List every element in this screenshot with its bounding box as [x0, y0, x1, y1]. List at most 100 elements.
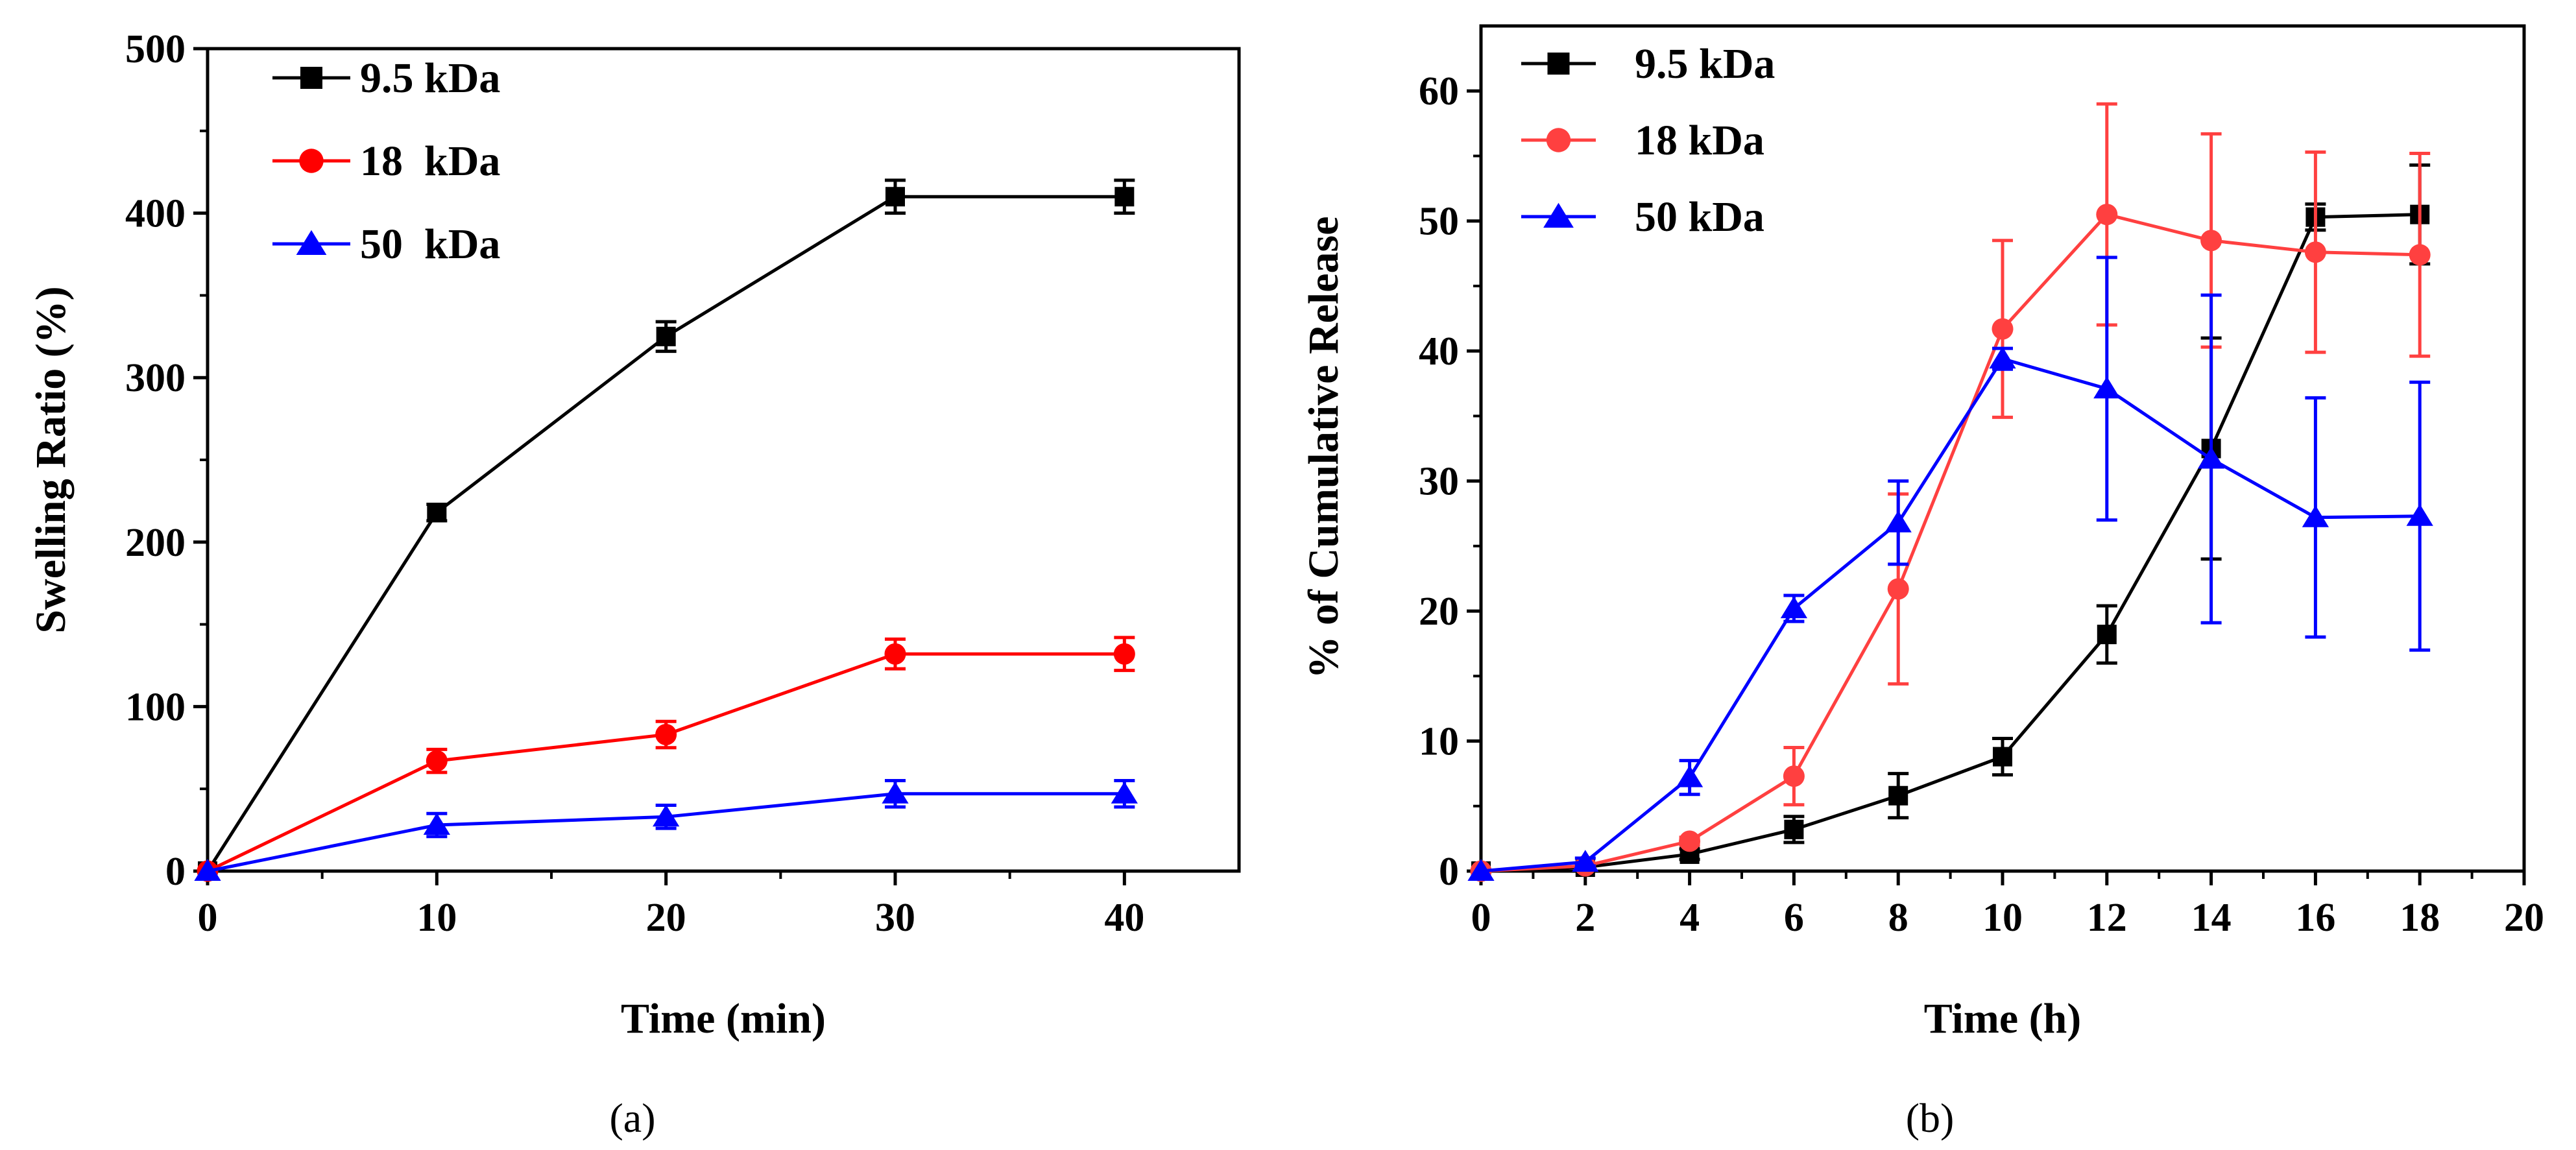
data-point	[1780, 596, 1808, 619]
data-point	[1679, 830, 1701, 852]
legend-label: 9.5 kDa	[360, 54, 500, 102]
data-point	[1676, 765, 1703, 787]
series-group-b	[1467, 102, 2433, 882]
x-tick-label: 12	[2087, 896, 2127, 940]
x-axis-label-b: Time (h)	[1924, 995, 2082, 1042]
x-tick-label: 2	[1575, 896, 1595, 940]
y-axis-label-a: Swelling Ratio (%)	[27, 286, 75, 633]
chart-b: 0 2 4 6 8 10 12 14 16 18 20 0 10 20 30 40 50 60 9.5 kDa 1…	[1300, 24, 2544, 1141]
x-tick-label: 30	[875, 896, 915, 940]
data-point	[1572, 850, 1599, 872]
y-tick-label: 500	[125, 27, 186, 71]
data-point	[1884, 510, 1912, 533]
x-tick-label: 0	[1471, 896, 1491, 940]
y-tick-label: 300	[125, 356, 186, 400]
data-point	[2200, 230, 2222, 252]
y-tick-label: 10	[1419, 720, 1459, 764]
x-tick-label: 10	[416, 896, 457, 940]
y-tick-label: 40	[1419, 329, 1459, 374]
legend-label: 50 kDa	[1635, 193, 1764, 241]
x-tick-label: 10	[1982, 896, 2023, 940]
data-point	[1887, 578, 1909, 600]
data-point	[1113, 643, 1135, 665]
y-ticks-a: 0 100 200 300 400 500	[125, 27, 208, 894]
data-point	[427, 503, 447, 523]
y-axis-label-b: % of Cumulative Release	[1300, 216, 1347, 678]
series-9.5-kda	[1471, 163, 2431, 881]
y-tick-label: 100	[125, 685, 186, 729]
series-50-kda	[194, 779, 1138, 881]
y-tick-label: 20	[1419, 590, 1459, 634]
data-point	[1993, 747, 2012, 767]
data-point	[1888, 785, 1908, 806]
series-line	[1480, 357, 2420, 873]
y-tick-label: 400	[125, 192, 186, 236]
legend-marker	[299, 149, 324, 173]
data-point	[2409, 244, 2431, 266]
legend-label: 18 kDa	[360, 138, 500, 185]
series-line	[206, 652, 1125, 873]
y-ticks-b: 0 10 20 30 40 50 60	[1419, 69, 1481, 894]
data-point	[1784, 819, 1804, 839]
data-point	[885, 187, 905, 207]
series-18-kda	[1470, 102, 2431, 882]
data-point	[423, 813, 450, 835]
data-point	[1111, 782, 1138, 804]
data-point	[1989, 346, 2016, 369]
series-9.5-kda	[198, 178, 1135, 881]
data-point	[653, 804, 680, 827]
legend-label: 18 kDa	[1635, 117, 1764, 164]
legend-marker	[1543, 202, 1574, 228]
data-point	[884, 643, 906, 665]
y-tick-label: 0	[1439, 850, 1459, 894]
data-point	[2302, 505, 2329, 527]
data-point	[655, 724, 677, 746]
panel-label-b: (b)	[1906, 1095, 1955, 1141]
y-tick-label: 60	[1419, 69, 1459, 114]
data-point	[656, 326, 676, 346]
series-line	[1480, 213, 2420, 873]
legend-marker	[1546, 128, 1571, 152]
data-point	[2097, 625, 2117, 645]
x-tick-label: 16	[2295, 896, 2335, 940]
legend-a: 9.5 kDa 18 kDa 50 kDa	[272, 54, 500, 268]
y-tick-label: 200	[125, 521, 186, 565]
data-point	[1992, 318, 2014, 340]
series-line	[1480, 212, 2420, 873]
data-point	[2096, 204, 2118, 226]
y-tick-label: 50	[1419, 200, 1459, 244]
data-point	[882, 782, 909, 804]
legend-marker	[1547, 53, 1570, 75]
data-point	[2406, 503, 2433, 526]
x-tick-label: 18	[2400, 896, 2440, 940]
y-tick-label: 30	[1419, 460, 1459, 504]
data-point	[1114, 187, 1135, 207]
chart-a: 0 10 20 30 40 0 100 200 300 400 500 9.5 kDa 18 kDa…	[27, 27, 1241, 1141]
x-tick-label: 4	[1679, 896, 1700, 940]
x-axis-label-a: Time (min)	[621, 995, 826, 1042]
series-group-a	[194, 178, 1138, 882]
legend-marker	[300, 67, 322, 89]
x-ticks-a: 0 10 20 30 40	[198, 871, 1144, 940]
series-50-kda	[1467, 256, 2433, 881]
legend-label: 9.5 kDa	[1635, 40, 1775, 88]
data-point	[426, 750, 448, 772]
legend-label: 50 kDa	[360, 221, 500, 268]
legend-marker	[296, 230, 327, 255]
legend-b: 9.5 kDa 18 kDa 50 kDa	[1521, 40, 1775, 241]
data-point	[1467, 859, 1495, 881]
x-tick-label: 14	[2191, 896, 2232, 940]
series-line	[206, 195, 1125, 872]
data-point	[2304, 241, 2326, 263]
data-point	[194, 859, 221, 881]
x-tick-label: 40	[1104, 896, 1144, 940]
data-point	[2093, 376, 2121, 399]
data-point	[2197, 446, 2225, 469]
x-tick-label: 6	[1784, 896, 1804, 940]
x-tick-label: 20	[2504, 896, 2544, 940]
x-ticks-b: 0 2 4 6 8 10 12 14 16 18 20	[1471, 871, 2544, 940]
panel-label-a: (a)	[609, 1095, 655, 1141]
x-tick-label: 0	[198, 896, 218, 940]
x-tick-label: 20	[646, 896, 686, 940]
